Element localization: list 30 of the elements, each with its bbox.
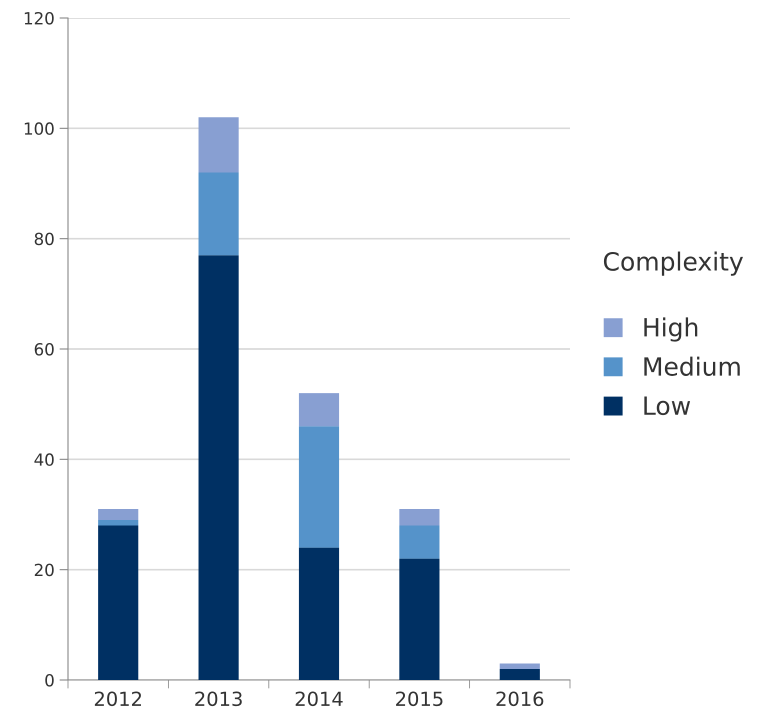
- x-tick-label: 2015: [396, 691, 442, 706]
- y-tick-label: 120: [24, 12, 54, 25]
- bar: [298, 426, 340, 548]
- x-tick-label: 2013: [195, 691, 242, 706]
- legend-label: High: [644, 317, 698, 342]
- x-tick-label: 2016: [496, 691, 544, 706]
- bar: [500, 663, 540, 669]
- x-tick-label: 2014: [296, 691, 343, 706]
- bar: [98, 520, 138, 526]
- bar: [98, 526, 138, 680]
- bar: [399, 558, 440, 680]
- bar: [98, 508, 138, 520]
- x-tick-label: 2012: [94, 691, 141, 706]
- y-tick-label: 80: [34, 232, 54, 246]
- bar: [198, 117, 239, 172]
- bar: [399, 508, 440, 526]
- bar: [198, 172, 239, 256]
- bar: [500, 668, 540, 680]
- legend-title: Complexity: [604, 252, 743, 276]
- legend-label: Low: [644, 396, 690, 416]
- y-tick-label: 60: [34, 342, 54, 356]
- y-tick-label: 0: [45, 674, 54, 687]
- y-tick-label: 20: [34, 564, 54, 576]
- legend-label: Medium: [644, 356, 740, 376]
- bar: [298, 548, 340, 680]
- bar: [198, 255, 239, 680]
- bar: [399, 526, 440, 559]
- y-tick-label: 100: [24, 122, 54, 135]
- y-tick-label: 40: [34, 453, 54, 466]
- bar: [298, 393, 340, 426]
